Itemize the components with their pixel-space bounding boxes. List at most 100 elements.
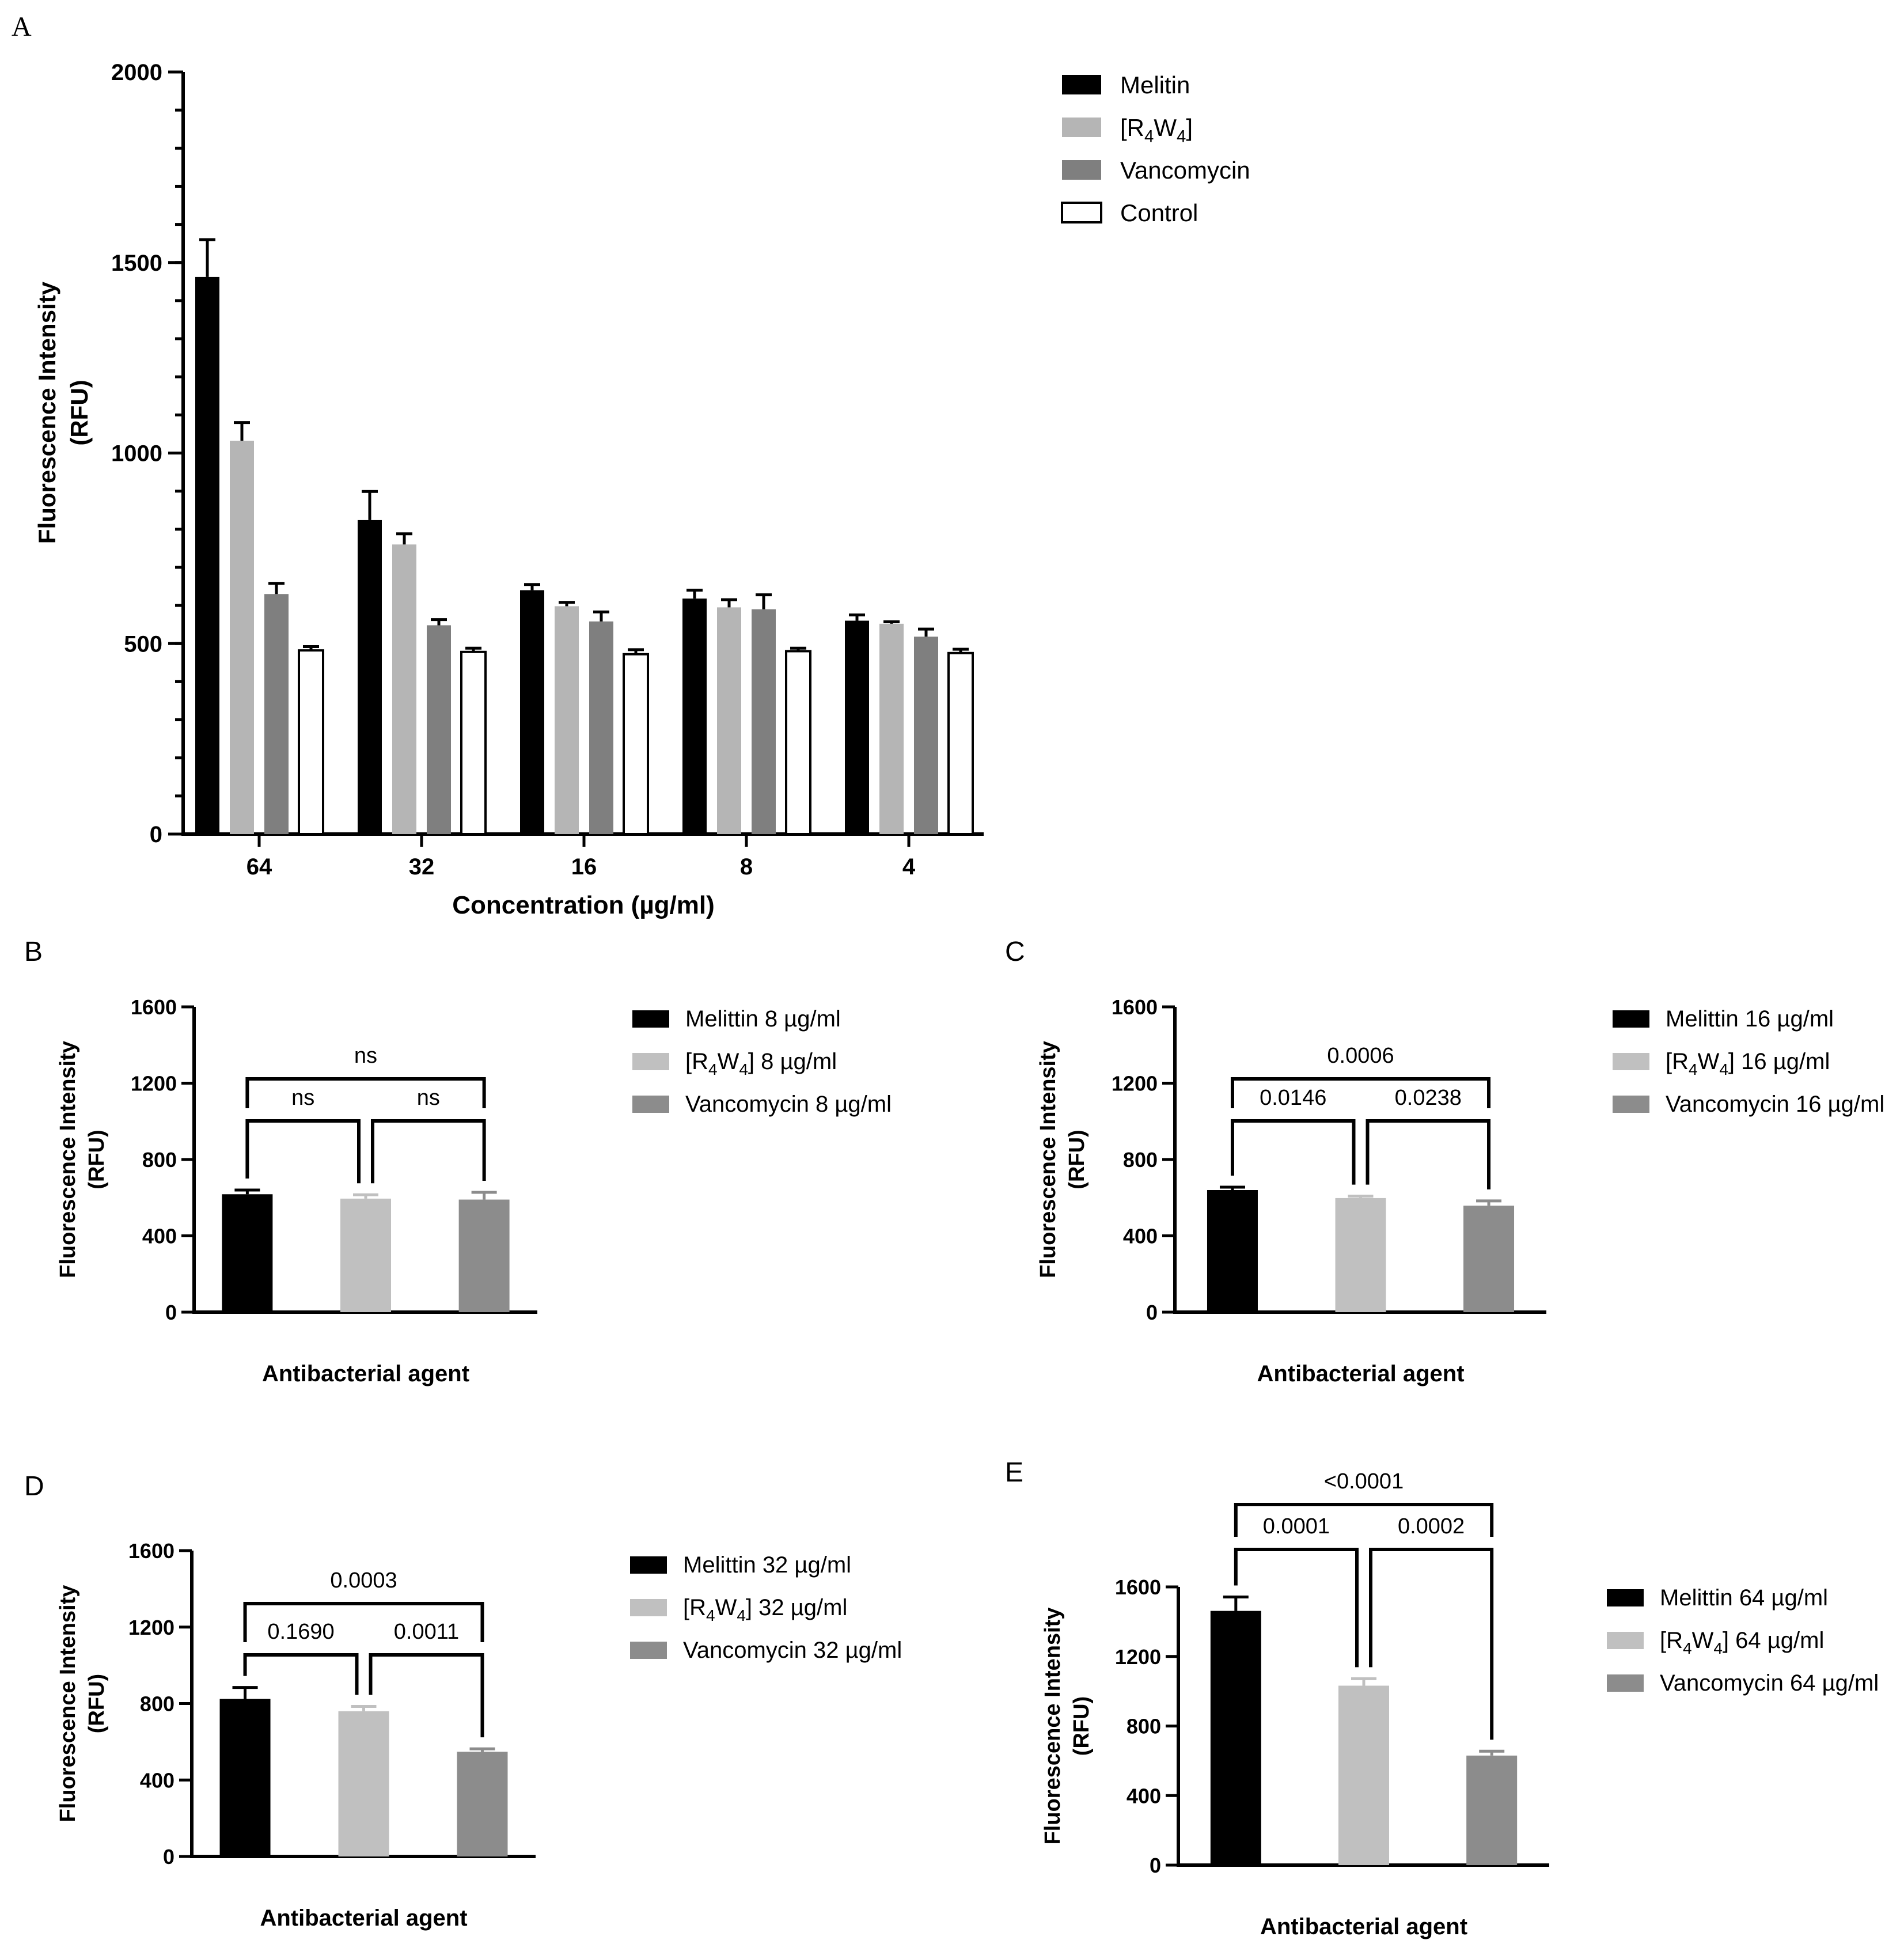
y-tick-label: 1600	[131, 995, 177, 1019]
legend-label: Vancomycin	[1120, 157, 1250, 184]
legend-swatch	[1607, 1632, 1644, 1649]
legend-swatch	[630, 1599, 667, 1616]
legend-swatch	[1062, 75, 1101, 94]
bar	[1207, 1190, 1258, 1312]
comparison-bracket	[1234, 1503, 1494, 1537]
legend-label: Vancomycin 16 µg/ml	[1666, 1092, 1884, 1117]
y-tick-label: 1600	[1115, 1575, 1161, 1599]
bar	[1466, 1755, 1518, 1865]
chart-a: A 0 500 1000 1500 2000 64 32 16 8 4 Concentration (…	[12, 12, 1250, 919]
y-tick-label: 400	[1123, 1225, 1158, 1248]
bar	[914, 636, 938, 834]
x-axis-label: Antibacterial agent	[1257, 1361, 1464, 1386]
y-tick-label: 1200	[1112, 1072, 1158, 1096]
x-tick-label: 4	[902, 854, 916, 880]
x-tick-label: 64	[246, 854, 272, 880]
panel-label-b: B	[24, 937, 43, 967]
bar	[230, 441, 254, 834]
bar	[717, 607, 741, 834]
legend-label: Melittin 16 µg/ml	[1666, 1006, 1834, 1032]
y-tick-label: 0	[1150, 1854, 1161, 1877]
axis-lines	[181, 72, 984, 836]
comparison-bracket	[243, 1653, 359, 1695]
y-tick-label: 400	[1127, 1784, 1161, 1808]
x-tick-label: 8	[740, 854, 753, 880]
y-tick-label: 1600	[1112, 995, 1158, 1019]
comparison-bracket	[245, 1119, 361, 1184]
comparison-bracket	[1369, 1548, 1494, 1740]
chart-e: E 0 400 800 1200 1600 0.0001 0.0002 <0.0001 Antib…	[1005, 1457, 1879, 1939]
y-tick-label: 1500	[111, 251, 162, 276]
y-tick-label: 0	[165, 1301, 177, 1324]
legend-label: Melittin 64 µg/ml	[1660, 1585, 1828, 1611]
legend-label: [R4W4] 64 µg/ml	[1660, 1628, 1824, 1657]
bar	[195, 276, 219, 835]
bar	[623, 653, 649, 835]
axis-lines	[1173, 1007, 1546, 1314]
y-tick-label: 800	[1123, 1148, 1158, 1172]
y-tick-label: 500	[124, 631, 162, 657]
bar	[219, 1699, 271, 1856]
y-tick-label: 800	[140, 1692, 175, 1716]
bar	[752, 609, 776, 834]
comparison-label: 0.0146	[1260, 1086, 1326, 1110]
bar	[340, 1198, 391, 1312]
y-tick-label: 1200	[1115, 1645, 1161, 1669]
bar	[222, 1194, 273, 1312]
bar	[298, 649, 324, 835]
bar	[1210, 1611, 1261, 1865]
legend-swatch	[1062, 118, 1101, 137]
comparison-label: ns	[417, 1086, 440, 1110]
comparison-label: <0.0001	[1324, 1469, 1404, 1494]
bar	[947, 651, 974, 835]
bar	[785, 650, 811, 835]
bar	[457, 1752, 508, 1856]
panel-label-d: D	[24, 1471, 44, 1502]
chart-d: D 0 400 800 1200 1600 0.1690 0.0011 0.0003 Antiba…	[24, 1471, 902, 1931]
y-tick-label: 2000	[111, 60, 162, 85]
comparison-label: 0.0001	[1263, 1514, 1330, 1539]
comparison-bracket	[245, 1077, 486, 1108]
panel-label-a: A	[12, 12, 32, 42]
legend-swatch	[1613, 1053, 1649, 1070]
legend-label: [R4W4] 32 µg/ml	[683, 1595, 847, 1624]
legend-swatch	[1607, 1589, 1644, 1606]
y-tick-label: 0	[150, 822, 162, 847]
y-tick-label: 0	[1146, 1301, 1158, 1324]
chart-b: B 0 400 800 1200 1600 ns ns ns Antibacterial agen…	[24, 937, 892, 1386]
bar	[1463, 1206, 1515, 1312]
legend-swatch	[1061, 202, 1102, 223]
legend-label: Melittin 8 µg/ml	[685, 1006, 841, 1032]
legend-swatch	[632, 1010, 669, 1028]
axis-lines	[1177, 1587, 1549, 1867]
x-tick-label: 32	[409, 854, 435, 880]
bar	[1335, 1198, 1386, 1312]
legend-swatch	[630, 1642, 667, 1659]
legend-swatch	[632, 1096, 669, 1113]
y-tick-label: 0	[163, 1845, 175, 1869]
legend-label: Vancomycin 64 µg/ml	[1660, 1670, 1879, 1696]
legend-swatch	[1613, 1096, 1649, 1113]
y-axis-label: Fluorescence Intensity (RFU)	[1041, 1608, 1094, 1845]
comparison-label: 0.1690	[267, 1620, 334, 1644]
y-tick-label: 400	[142, 1225, 177, 1248]
comparison-bracket	[1230, 1119, 1356, 1185]
legend-swatch	[1607, 1674, 1644, 1692]
legend-swatch	[632, 1053, 669, 1070]
bar	[392, 544, 416, 834]
y-tick-label: 800	[1127, 1715, 1161, 1738]
y-tick-label: 1000	[111, 441, 162, 467]
bar	[555, 606, 579, 834]
bar	[264, 594, 289, 834]
x-axis-label: Antibacterial agent	[260, 1905, 467, 1931]
y-axis-label: Fluorescence Intensity (RFU)	[1036, 1041, 1089, 1278]
comparison-bracket	[1234, 1548, 1359, 1668]
y-tick-label: 1200	[128, 1616, 175, 1639]
legend-label: Vancomycin 8 µg/ml	[685, 1092, 892, 1117]
bar	[1338, 1685, 1389, 1865]
bar	[358, 520, 382, 834]
legend-swatch	[1062, 160, 1101, 180]
